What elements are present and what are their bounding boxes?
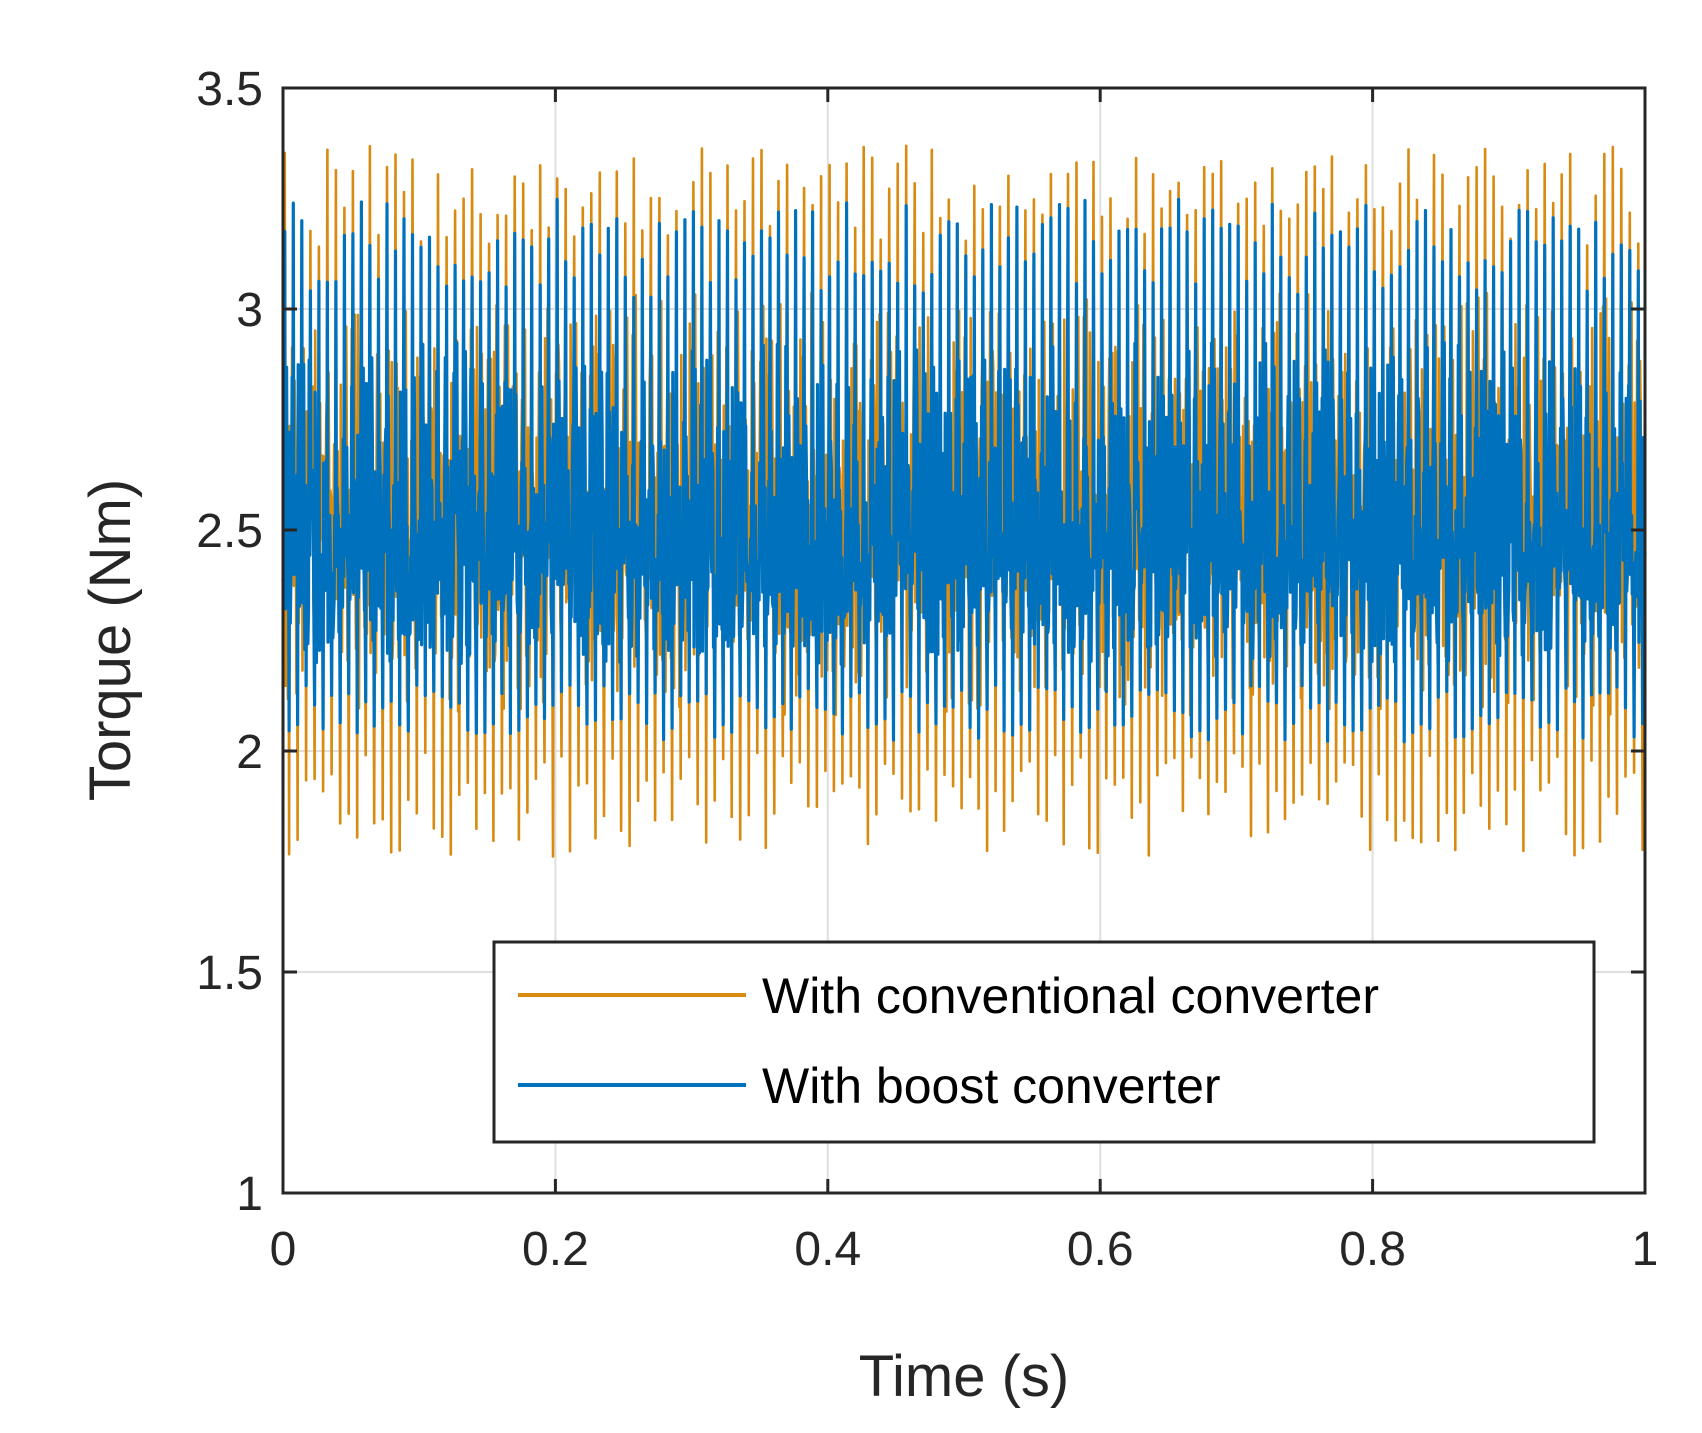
tick-marks bbox=[281, 86, 1647, 1195]
y-tick-label: 2.5 bbox=[196, 505, 263, 558]
y-tick-label: 3 bbox=[236, 284, 263, 337]
x-tick-labels: 0 0.2 0.4 0.6 0.8 1 bbox=[270, 1223, 1659, 1276]
y-tick-label: 2 bbox=[236, 726, 263, 779]
x-tick-label: 0.8 bbox=[1339, 1223, 1406, 1276]
y-tick-label: 3.5 bbox=[196, 63, 263, 116]
y-tick-labels: 1 1.5 2 2.5 3 3.5 bbox=[196, 63, 263, 1221]
x-tick-label: 0.2 bbox=[522, 1223, 589, 1276]
x-tick-label: 0.4 bbox=[794, 1223, 861, 1276]
x-axis-label: Time (s) bbox=[859, 1344, 1069, 1409]
y-tick-label: 1.5 bbox=[196, 947, 263, 1000]
x-tick-label: 0 bbox=[270, 1223, 297, 1276]
legend-box bbox=[492, 940, 1596, 1144]
series-layer bbox=[281, 144, 1647, 858]
x-tick-label: 0.6 bbox=[1067, 1223, 1134, 1276]
plot-frame bbox=[281, 86, 1647, 1195]
legend-label-conventional: With conventional converter bbox=[762, 968, 1379, 1024]
legend: With conventional converter With boost c… bbox=[492, 940, 1596, 1144]
series-line-boost bbox=[281, 197, 1647, 744]
y-tick-label: 1 bbox=[236, 1168, 263, 1221]
x-tick-label: 1 bbox=[1632, 1223, 1659, 1276]
legend-label-boost: With boost converter bbox=[762, 1058, 1221, 1114]
y-axis-label: Torque (Nm) bbox=[78, 479, 143, 801]
